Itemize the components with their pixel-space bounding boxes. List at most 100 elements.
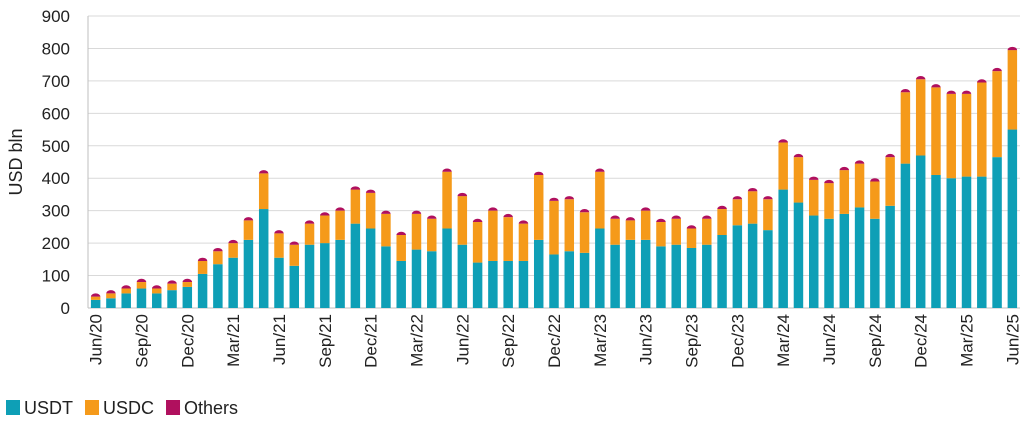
bar-usdc xyxy=(702,218,712,245)
y-tick-label: 600 xyxy=(42,104,70,123)
bar-others xyxy=(427,215,437,219)
bar-usdc xyxy=(946,93,956,179)
bar-usdt xyxy=(197,273,208,308)
bar-usdc xyxy=(1007,50,1018,130)
legend-swatch-others xyxy=(166,400,181,415)
bar-usdt xyxy=(533,239,544,308)
bar-usdt xyxy=(167,290,177,308)
bar-usdc xyxy=(152,288,162,294)
bar-usdc xyxy=(121,288,131,294)
bar-others xyxy=(763,196,773,200)
x-tick-label: Jun/21 xyxy=(270,314,289,365)
bar-usdt xyxy=(396,260,406,308)
bar-others xyxy=(900,89,911,93)
bar-usdt xyxy=(152,293,162,308)
bar-others xyxy=(671,215,681,219)
bar-usdc xyxy=(488,210,498,261)
bar-others xyxy=(824,179,834,184)
bar-others xyxy=(854,160,865,164)
bar-usdt xyxy=(90,299,101,308)
bar-others xyxy=(579,209,590,213)
bar-usdc xyxy=(778,142,788,190)
bar-usdc xyxy=(809,179,819,216)
bar-usdc xyxy=(381,213,391,247)
bar-usdt xyxy=(518,260,529,308)
bar-usdt xyxy=(610,244,620,308)
bar-usdt xyxy=(961,176,972,308)
x-tick-label: Jun/25 xyxy=(1003,314,1022,365)
bar-usdc xyxy=(274,233,284,258)
y-tick-label: 0 xyxy=(61,299,70,318)
bar-usdc xyxy=(961,93,972,177)
bar-others xyxy=(274,230,284,234)
bar-usdc xyxy=(640,210,651,240)
legend-label-usdt: USDT xyxy=(24,398,73,418)
bar-usdc xyxy=(289,244,299,266)
bar-usdc xyxy=(335,210,345,240)
y-tick-label: 900 xyxy=(42,7,70,26)
x-tick-label: Dec/22 xyxy=(545,314,564,368)
bar-usdc xyxy=(350,189,361,224)
bar-usdc xyxy=(824,183,834,219)
bar-usdc xyxy=(595,171,605,229)
x-axis-ticks: Jun/20 Sep/20 Dec/20 Mar/21 Jun/21 Sep/21 Dec/… xyxy=(87,314,1023,368)
bar-others xyxy=(381,210,391,214)
bar-others xyxy=(702,215,712,219)
bar-others xyxy=(656,218,666,223)
bar-usdt xyxy=(625,239,636,308)
bar-usdt xyxy=(289,265,299,308)
bar-others xyxy=(809,176,819,180)
bar-others xyxy=(717,205,727,210)
bar-others xyxy=(640,207,651,211)
bar-usdt xyxy=(717,235,727,308)
bar-usdc xyxy=(854,163,865,208)
x-tick-label: Dec/24 xyxy=(912,314,931,368)
bar-others xyxy=(320,212,330,216)
bar-usdc xyxy=(717,209,727,235)
bar-others xyxy=(686,225,697,229)
bar-usdt xyxy=(350,223,361,308)
bar-usdc xyxy=(320,215,330,244)
bar-others xyxy=(839,166,850,171)
bar-usdt xyxy=(228,257,238,308)
bar-others xyxy=(442,168,452,172)
bar-usdc xyxy=(503,217,513,261)
bar-usdc xyxy=(411,213,422,250)
bar-others xyxy=(488,207,498,211)
bar-usdc xyxy=(610,218,620,245)
bar-usdc xyxy=(258,173,269,210)
bar-usdt xyxy=(656,246,666,308)
bar-usdc xyxy=(686,228,697,248)
bar-usdt xyxy=(304,244,315,308)
bar-usdt xyxy=(335,239,345,308)
bar-usdc xyxy=(90,296,101,300)
bar-others xyxy=(595,168,605,172)
bar-others xyxy=(747,187,758,192)
x-tick-label: Sep/23 xyxy=(683,314,702,368)
bar-others xyxy=(961,90,972,94)
bar-usdc xyxy=(136,282,147,289)
bar-usdt xyxy=(931,174,941,308)
bar-usdt xyxy=(549,254,559,308)
bar-usdt xyxy=(564,251,575,308)
bar-usdt xyxy=(182,286,193,308)
bar-usdt xyxy=(274,257,284,308)
bar-others xyxy=(90,293,101,297)
bar-usdt xyxy=(732,225,743,308)
bar-usdt xyxy=(457,244,468,308)
bar-usdc xyxy=(564,199,575,252)
bar-usdc xyxy=(793,157,804,203)
bar-others xyxy=(182,278,193,283)
legend-label-others: Others xyxy=(184,398,238,418)
bar-usdt xyxy=(870,218,880,308)
bar-others xyxy=(258,170,269,174)
bar-usdc xyxy=(228,243,238,258)
bar-usdt xyxy=(702,244,712,308)
bar-usdc xyxy=(931,87,941,175)
bar-others xyxy=(350,186,361,190)
legend-label-usdc: USDC xyxy=(103,398,154,418)
bar-others xyxy=(121,285,131,289)
x-tick-label: Jun/24 xyxy=(820,314,839,365)
bar-usdc xyxy=(992,71,1002,158)
